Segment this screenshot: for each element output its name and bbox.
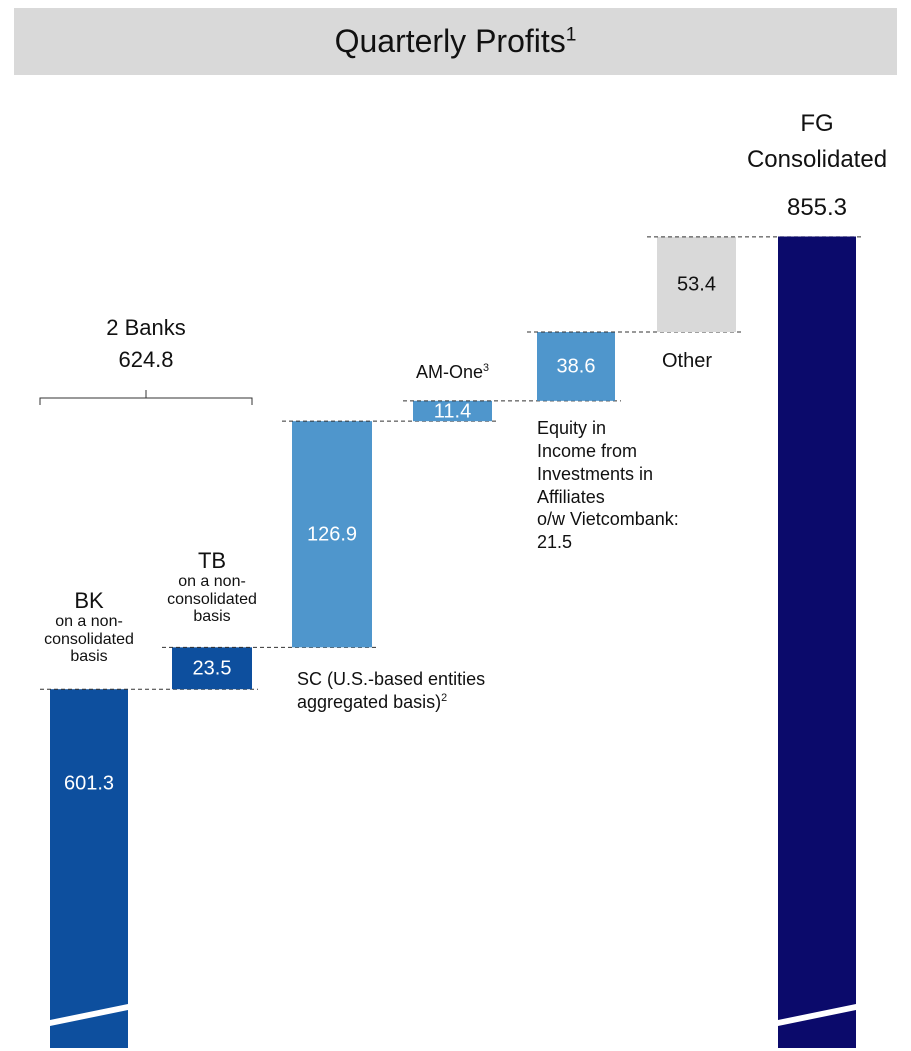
category-label: FG Consolidated bbox=[740, 106, 894, 178]
value-label: 38.6 bbox=[557, 356, 596, 378]
category-label: TB on a non-consolidated basis bbox=[150, 548, 274, 626]
bracket-label: 2 Banks bbox=[106, 315, 186, 340]
category-label: Other bbox=[662, 350, 762, 373]
bar bbox=[537, 332, 615, 401]
bar bbox=[172, 647, 252, 690]
title-footnote: 1 bbox=[565, 24, 577, 46]
category-name: Other bbox=[662, 350, 713, 372]
category-name: TB bbox=[197, 548, 227, 573]
value-label: 53.4 bbox=[677, 274, 716, 296]
category-label: SC (U.S.-based entities aggregated basis… bbox=[297, 668, 567, 715]
category-footnote: 3 bbox=[483, 362, 490, 374]
bracket bbox=[39, 390, 253, 405]
category-name: AM-One bbox=[415, 362, 483, 382]
bar bbox=[292, 421, 372, 648]
category-label: AM-One3 bbox=[380, 362, 525, 383]
category-note: on a non-consolidated basis bbox=[44, 613, 134, 666]
value-label: 601.3 bbox=[64, 773, 114, 795]
category-label: BK on a non-consolidated basis bbox=[30, 588, 148, 666]
value-label: 855.3 bbox=[787, 194, 847, 221]
value-label: 23.5 bbox=[193, 658, 232, 680]
bracket-value: 624.8 bbox=[118, 347, 173, 372]
value-label: 11.4 bbox=[434, 400, 471, 422]
chart-title: Quarterly Profits bbox=[334, 23, 566, 59]
axis-break bbox=[778, 1004, 856, 1026]
axis-break bbox=[50, 1004, 128, 1026]
value-label: 126.9 bbox=[307, 524, 357, 546]
bar bbox=[413, 400, 492, 422]
category-label: Equity in Income from Investments in Aff… bbox=[537, 417, 679, 554]
category-note: o/w Vietcombank: 21.5 bbox=[537, 509, 679, 553]
category-footnote: 2 bbox=[441, 692, 448, 705]
category-note: on a non-consolidated basis bbox=[167, 573, 257, 626]
category-name: Equity in Income from Investments in Aff… bbox=[537, 418, 654, 507]
category-name: BK bbox=[74, 588, 104, 613]
category-name: SC (U.S.-based entities aggregated basis… bbox=[297, 669, 486, 713]
category-name: FG Consolidated bbox=[746, 110, 888, 173]
bar bbox=[778, 236, 856, 1048]
bar bbox=[657, 236, 736, 333]
bar bbox=[50, 689, 128, 1048]
chart-title-bar: Quarterly Profits1 bbox=[14, 8, 897, 75]
